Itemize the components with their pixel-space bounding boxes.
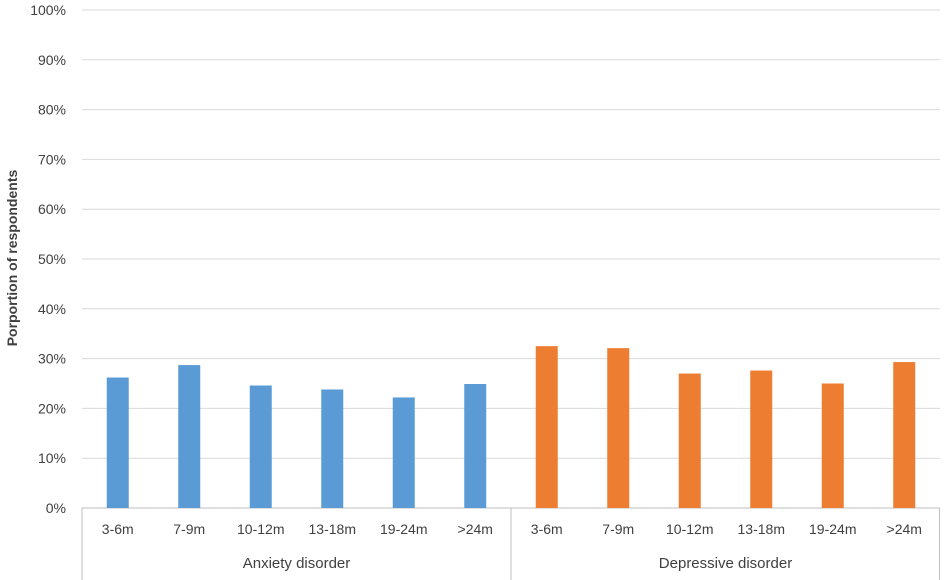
- bar: [392, 397, 415, 508]
- x-category-label: >24m: [887, 521, 922, 537]
- bar: [535, 346, 558, 508]
- y-axis-ticks: 0% 10% 20% 30% 40% 50% 60% 70% 80% 90% 100%: [30, 2, 66, 516]
- y-tick-label: 0%: [46, 500, 66, 516]
- x-category-label: 13-18m: [738, 521, 785, 537]
- x-category-label: 10-12m: [237, 521, 284, 537]
- bar: [821, 383, 844, 508]
- bar: [750, 370, 773, 508]
- gridlines: [82, 9, 940, 509]
- y-tick-label: 100%: [30, 2, 66, 18]
- y-tick-label: 90%: [38, 52, 66, 68]
- x-axis: 3-6m 7-9m 10-12m 13-18m 19-24m >24m Anxiety di…: [81, 508, 940, 580]
- bars: [106, 346, 916, 508]
- x-category-label: 13-18m: [309, 521, 356, 537]
- x-category-label: 19-24m: [380, 521, 427, 537]
- x-category-label: 19-24m: [809, 521, 856, 537]
- x-category-label: 3-6m: [102, 521, 134, 537]
- bar: [678, 373, 701, 508]
- y-tick-label: 30%: [38, 351, 66, 367]
- y-axis-title: Porportion of respondents: [4, 170, 20, 347]
- y-tick-label: 50%: [38, 251, 66, 267]
- y-tick-label: 60%: [38, 201, 66, 217]
- x-group-label: Depressive disorder: [659, 555, 792, 572]
- x-category-label: >24m: [458, 521, 493, 537]
- bar: [464, 383, 487, 508]
- bar: [249, 385, 272, 508]
- y-tick-label: 80%: [38, 102, 66, 118]
- bar: [178, 365, 201, 508]
- y-tick-label: 70%: [38, 151, 66, 167]
- x-group-label: Anxiety disorder: [243, 555, 351, 572]
- x-category-label: 3-6m: [531, 521, 563, 537]
- y-tick-label: 40%: [38, 301, 66, 317]
- x-category-label: 10-12m: [666, 521, 713, 537]
- bar: [106, 377, 129, 508]
- x-category-label: 7-9m: [602, 521, 634, 537]
- bar: [893, 362, 916, 508]
- x-category-label: 7-9m: [173, 521, 205, 537]
- y-tick-label: 10%: [38, 450, 66, 466]
- bar: [607, 348, 630, 508]
- bar: [321, 389, 344, 508]
- y-tick-label: 20%: [38, 400, 66, 416]
